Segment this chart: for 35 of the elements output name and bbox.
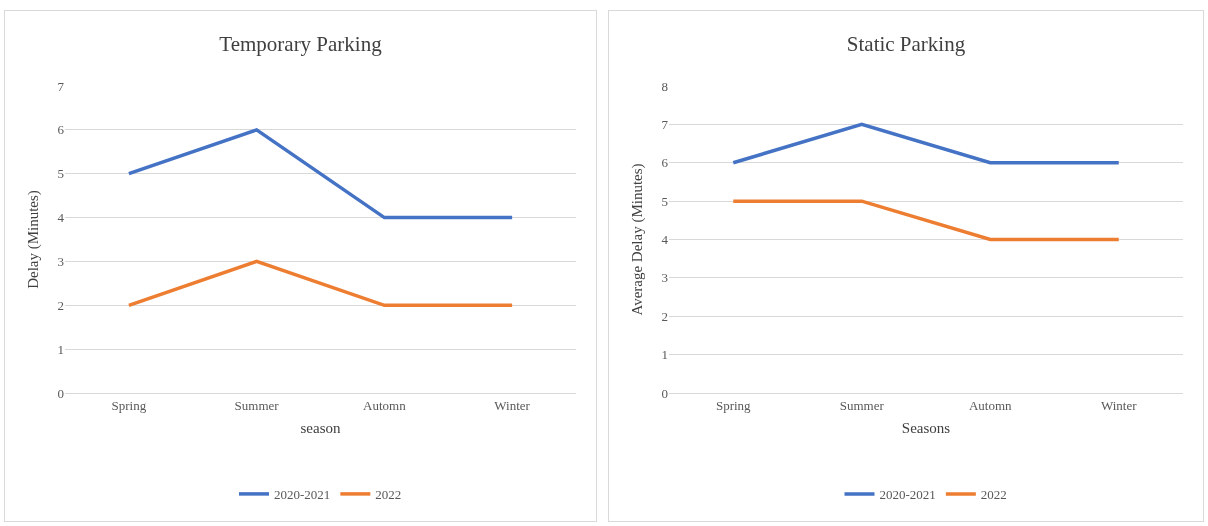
x-tick-label: Summer (234, 397, 280, 413)
y-tick-label: 7 (57, 78, 65, 94)
legend-label: 2022 (375, 486, 402, 502)
chart-title: Temporary Parking (219, 32, 383, 57)
y-axis-title: Average Delay (Minutes) (628, 163, 646, 316)
y-tick-label: 2 (57, 297, 64, 313)
x-tick-label: Winter (494, 397, 531, 413)
x-tick-label: Summer (839, 397, 885, 413)
y-tick-label: 0 (57, 385, 64, 401)
x-tick-label: Automn (968, 397, 1013, 413)
y-tick-label: 7 (661, 116, 669, 132)
y-tick-label: 5 (57, 166, 64, 182)
y-tick-label: 1 (57, 341, 64, 357)
y-tick-label: 1 (661, 347, 668, 363)
legend-label: 2022 (980, 486, 1007, 502)
y-tick-label: 3 (661, 270, 668, 286)
legend-label: 2020-2021 (879, 486, 936, 502)
x-tick-label: Winter (1100, 397, 1138, 413)
x-axis-title: season (300, 419, 341, 436)
y-tick-label: 5 (661, 193, 668, 209)
x-tick-label: Spring (715, 397, 752, 413)
y-tick-label: 4 (57, 210, 65, 226)
x-axis-title: Seasons (901, 419, 951, 436)
y-tick-label: 3 (57, 253, 64, 269)
y-tick-label: 8 (661, 78, 668, 94)
y-tick-label: 4 (661, 232, 669, 248)
y-tick-label: 2 (661, 308, 668, 324)
y-axis-title: Delay (Minutes) (24, 190, 42, 289)
x-tick-label: Automn (363, 397, 407, 413)
x-tick-label: Spring (111, 397, 147, 413)
legend-label: 2020-2021 (274, 486, 331, 502)
y-tick-label: 6 (661, 155, 669, 171)
y-tick-label: 0 (661, 385, 668, 401)
y-tick-label: 6 (57, 122, 65, 138)
chart-title: Static Parking (846, 32, 966, 57)
